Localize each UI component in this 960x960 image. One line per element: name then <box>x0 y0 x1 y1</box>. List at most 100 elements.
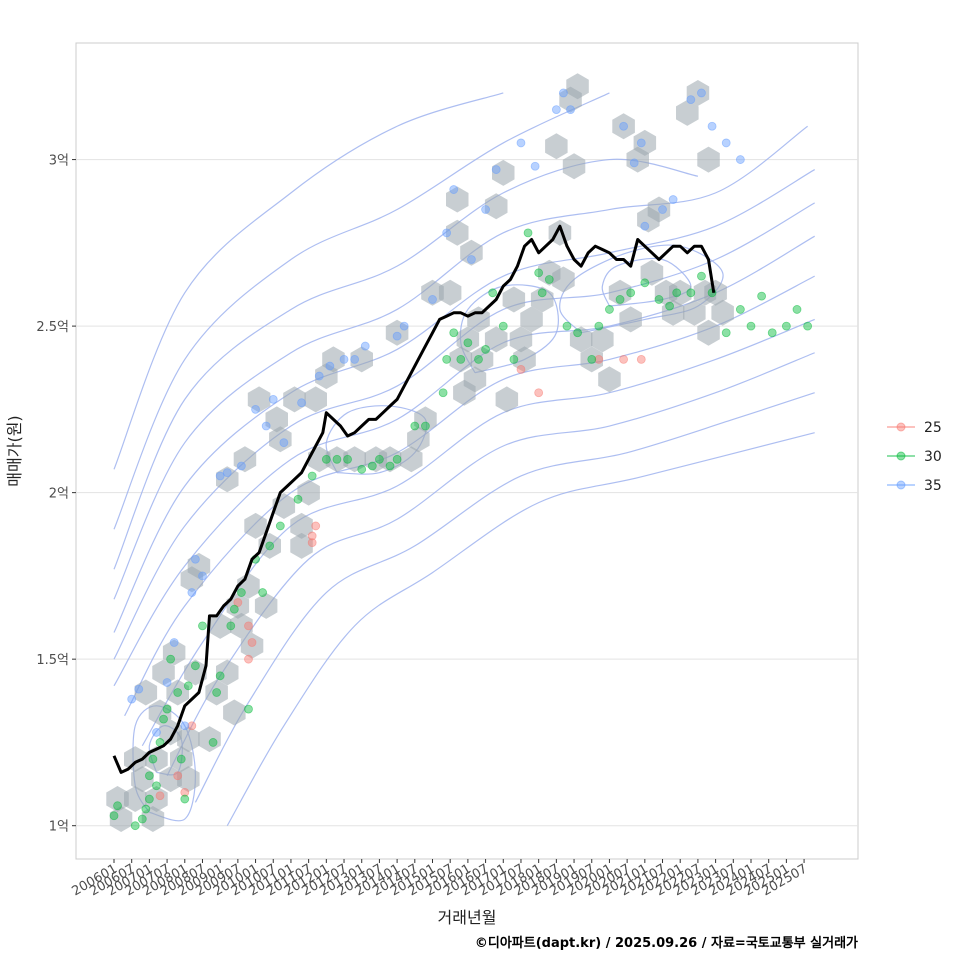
hexbin <box>208 612 232 639</box>
hexbin <box>569 326 593 353</box>
point-30 <box>735 305 745 314</box>
point-30 <box>343 454 352 464</box>
y-tick-label: 3억 <box>49 154 69 169</box>
hexbin <box>216 466 239 493</box>
hexbin <box>385 319 409 346</box>
point-35 <box>619 121 628 131</box>
point-30 <box>166 654 176 664</box>
point-30 <box>626 288 636 298</box>
point-30 <box>523 228 533 238</box>
hexbin <box>407 426 430 453</box>
hexbin <box>545 133 568 160</box>
legend-label: 25 <box>924 420 942 436</box>
point-30 <box>665 301 674 311</box>
point-30 <box>498 321 508 331</box>
point-25 <box>244 654 253 664</box>
hexbin <box>676 99 699 126</box>
point-30 <box>367 461 377 471</box>
point-35 <box>442 228 452 238</box>
point-30 <box>449 328 459 338</box>
point-30 <box>258 588 268 597</box>
contour-line <box>113 92 610 530</box>
trend-line-layer <box>112 224 716 774</box>
point-30 <box>148 754 158 764</box>
hexbin <box>124 746 147 773</box>
hexbin <box>240 632 264 659</box>
hexbin <box>608 279 632 306</box>
point-35 <box>658 205 667 214</box>
point-30 <box>654 295 664 304</box>
hexbin <box>162 639 186 666</box>
hexbin-layer <box>106 73 734 832</box>
point-35 <box>697 88 706 98</box>
point-35 <box>551 105 561 115</box>
point-30 <box>438 388 448 398</box>
hexbin <box>562 153 586 180</box>
point-35 <box>721 138 731 148</box>
hexbin <box>686 80 710 106</box>
point-30 <box>544 275 554 284</box>
point-35 <box>187 588 197 597</box>
point-25 <box>636 355 646 364</box>
hexbin <box>216 659 239 686</box>
hexbin <box>598 366 621 393</box>
point-30 <box>190 661 200 671</box>
hexbin <box>647 196 671 223</box>
hexbin <box>148 699 172 726</box>
hexbin <box>509 326 533 353</box>
point-30 <box>587 355 597 364</box>
point-30 <box>746 321 756 331</box>
hexbin <box>159 766 182 793</box>
point-35 <box>134 684 144 694</box>
hexbin <box>297 479 320 506</box>
point-30 <box>144 794 154 804</box>
point-30 <box>321 454 331 464</box>
trend-line <box>112 224 716 774</box>
point-30 <box>488 288 498 298</box>
hexbin <box>244 512 267 539</box>
point-35 <box>215 471 225 481</box>
point-35 <box>190 554 200 564</box>
point-25 <box>155 791 165 801</box>
point-35 <box>152 728 161 737</box>
point-35 <box>735 155 745 164</box>
hexbin <box>633 129 657 156</box>
contour-line <box>113 158 699 570</box>
hexbin <box>530 286 554 313</box>
point-30 <box>215 671 225 681</box>
point-35 <box>399 321 409 331</box>
hexbin <box>290 532 313 559</box>
hexbin <box>492 159 515 186</box>
point-30 <box>332 454 342 464</box>
point-30 <box>456 355 466 364</box>
point-35 <box>325 361 335 371</box>
point-35 <box>198 571 207 581</box>
contour-line <box>113 92 504 470</box>
point-30 <box>183 681 193 691</box>
legend-label: 35 <box>924 478 942 494</box>
point-35 <box>236 461 246 471</box>
point-30 <box>162 704 172 714</box>
point-35 <box>449 185 459 194</box>
point-30 <box>474 355 483 364</box>
point-35 <box>350 355 360 364</box>
point-30 <box>803 321 813 331</box>
point-35 <box>392 331 402 341</box>
point-30 <box>686 288 696 298</box>
point-35 <box>261 421 271 431</box>
point-35 <box>640 221 650 231</box>
point-25 <box>516 364 526 374</box>
y-tick-label: 2억 <box>49 487 69 502</box>
point-30 <box>265 541 275 551</box>
hexbin <box>463 366 487 393</box>
hexbin <box>325 446 349 473</box>
y-tick-label: 1억 <box>49 820 69 835</box>
point-30 <box>385 461 395 471</box>
point-30 <box>410 421 420 431</box>
point-35 <box>707 121 717 131</box>
point-25 <box>180 787 190 797</box>
point-30 <box>307 471 317 481</box>
hexbin <box>552 266 575 293</box>
hexbin <box>378 446 402 473</box>
point-35 <box>530 161 540 171</box>
